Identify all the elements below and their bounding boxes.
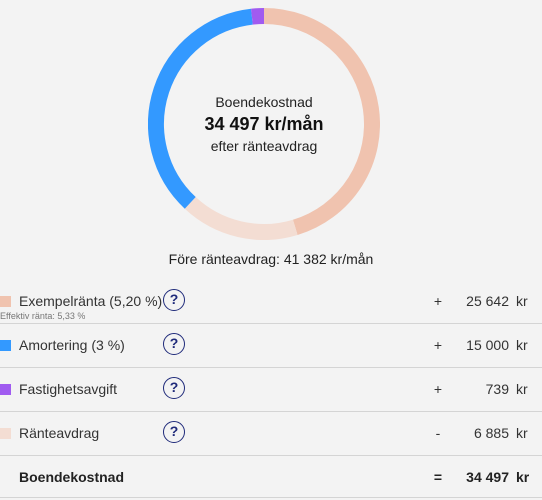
property-fee-swatch [0,384,11,395]
effective-rate-note: Effektiv ränta: 5,33 % [0,311,86,321]
row-unit: kr [516,337,528,353]
donut-center-label: Boendekostnad [215,94,313,110]
question-icon[interactable]: ? [163,289,185,311]
donut-segment-amortering [148,8,253,209]
donut-center: Boendekostnad 34 497 kr/mån efter räntea… [148,8,380,240]
row-amount: 25 642 [466,293,509,309]
row-operator: + [433,293,443,309]
interest-deduction-swatch [0,428,11,439]
donut-ring [148,8,380,240]
question-icon[interactable]: ? [163,377,185,399]
row-unit: kr [516,425,528,441]
cost-donut-chart: Boendekostnad 34 497 kr/mån efter räntea… [0,0,542,240]
row-label: Exempelränta (5,20 %) [19,293,163,309]
row-interest: Exempelränta (5,20 %) Effektiv ränta: 5,… [0,280,542,324]
row-operator: + [433,381,443,397]
donut-segment-ränteavdrag [184,196,298,240]
donut-segment-fastighetsavgift [251,8,265,25]
row-label: Fastighetsavgift [19,381,118,397]
total-operator: = [433,469,443,485]
row-amortization: Amortering (3 %) ? + 15 000 kr [0,324,542,368]
row-unit: kr [516,381,528,397]
bottom-divider [0,497,542,498]
before-deduction-text: Före ränteavdrag: 41 382 kr/mån [168,251,374,267]
cost-breakdown-list: Exempelränta (5,20 %) Effektiv ränta: 5,… [0,280,542,499]
row-label: Ränteavdrag [19,425,100,441]
total-amount: 34 497 [466,469,509,485]
row-amount: 15 000 [466,337,509,353]
donut-center-sublabel: efter ränteavdrag [210,138,318,154]
donut-center-value: 34 497 kr/mån [204,114,324,134]
row-property-fee: Fastighetsavgift ? + 739 kr [0,368,542,412]
row-total: Boendekostnad = 34 497 kr [0,456,542,499]
row-unit: kr [516,293,528,309]
total-unit: kr [516,469,530,485]
row-operator: - [435,425,441,441]
row-operator: + [433,337,443,353]
donut-segment-exempelränta [263,8,380,236]
row-amount: 739 [485,381,509,397]
question-icon[interactable]: ? [163,421,185,443]
interest-swatch [0,296,11,307]
row-interest-deduction: Ränteavdrag ? - 6 885 kr [0,412,542,456]
amortization-swatch [0,340,11,351]
row-amount: 6 885 [473,425,509,441]
question-icon[interactable]: ? [163,333,185,355]
total-label: Boendekostnad [19,469,125,485]
row-label: Amortering (3 %) [19,337,125,353]
